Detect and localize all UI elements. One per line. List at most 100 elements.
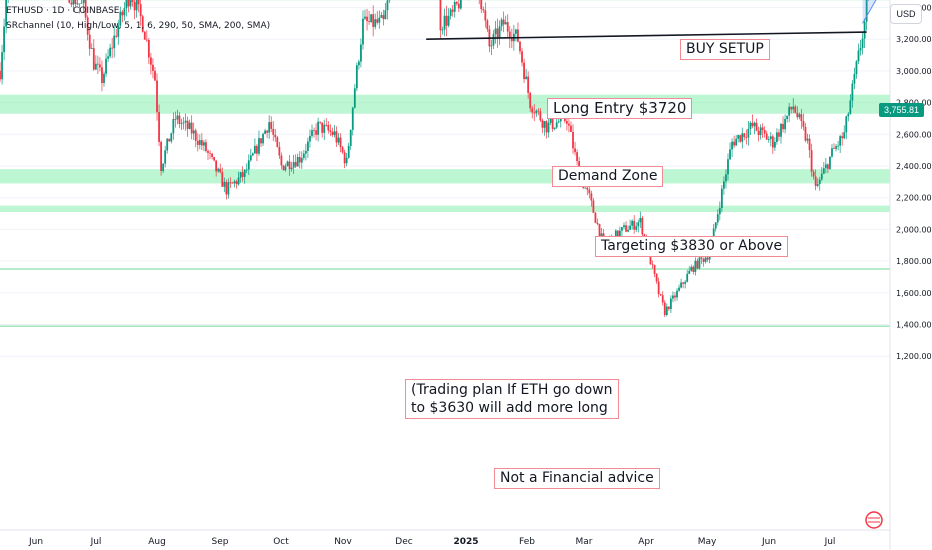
candle-body <box>168 138 171 142</box>
candle-body <box>453 2 456 12</box>
candle-body <box>374 19 377 27</box>
trend-line[interactable] <box>426 31 867 40</box>
x-tick-label: Jun <box>28 537 43 547</box>
candle-body <box>702 258 705 262</box>
candle-body <box>851 83 854 101</box>
candle-body <box>547 122 550 133</box>
candle-body <box>131 0 134 3</box>
candle-body <box>531 108 534 113</box>
candle-body <box>816 184 819 186</box>
candle-body <box>688 270 691 274</box>
candle-body <box>804 126 807 141</box>
candle-body <box>814 176 817 186</box>
candle-body <box>510 38 513 42</box>
candle-body <box>149 57 152 65</box>
candle-body <box>621 227 623 231</box>
indicator-label[interactable]: SRchannel (10, High/Low, 5, 1, 6, 290, 5… <box>6 21 271 31</box>
candle-body <box>378 17 381 23</box>
candle-body <box>270 122 273 129</box>
candle-body <box>247 160 250 170</box>
candle-body <box>794 106 797 113</box>
candle-body <box>515 29 517 34</box>
candle-body <box>778 132 780 137</box>
candle-body <box>135 0 138 11</box>
candle-body <box>484 10 487 21</box>
sr-zone <box>0 94 890 114</box>
candle-body <box>692 266 695 272</box>
candle-body <box>551 118 554 129</box>
y-tick-label: 1,400.00 <box>896 321 932 330</box>
candle-body <box>761 127 764 130</box>
candle-body <box>831 148 833 157</box>
candle-body <box>101 67 103 83</box>
candle-body <box>235 181 238 185</box>
candle-body <box>372 14 375 27</box>
sr-zone <box>0 169 890 184</box>
candle-body <box>759 127 762 136</box>
candle-body <box>260 138 262 144</box>
candle-body <box>720 188 723 209</box>
candle-body <box>300 157 303 163</box>
candle-body <box>92 48 95 70</box>
x-tick-label: Feb <box>519 537 535 547</box>
candle-body <box>262 133 264 144</box>
candle-body <box>494 28 497 35</box>
candle-body <box>788 106 791 116</box>
candle-body <box>659 294 662 296</box>
candle-body <box>184 120 187 123</box>
candle-body <box>286 161 289 167</box>
candle-body <box>447 15 450 26</box>
candle-body <box>443 15 446 30</box>
annotation-trading-plan: (Trading plan If ETH go down to $3630 wi… <box>405 379 619 419</box>
candle-body <box>339 137 342 148</box>
candle-body <box>343 152 346 164</box>
candle-body <box>747 128 750 138</box>
candle-body <box>800 114 803 121</box>
candle-body <box>347 145 350 158</box>
candle-body <box>245 169 248 171</box>
candle-body <box>682 282 685 284</box>
candle-body <box>139 4 142 17</box>
candle-body <box>284 166 287 171</box>
candle-body <box>723 181 725 189</box>
candle-body <box>323 124 326 133</box>
candle-body <box>103 73 105 83</box>
candle-body <box>506 22 509 32</box>
candle-body <box>753 122 756 127</box>
candle-body <box>439 0 442 31</box>
candle-body <box>739 135 742 142</box>
symbol-title[interactable]: ETHUSD · 1D · COINBASE <box>6 6 120 16</box>
candle-body <box>847 113 850 117</box>
candle-body <box>459 0 462 9</box>
candle-body <box>672 295 674 299</box>
candle-body <box>557 121 560 123</box>
candle-body <box>166 138 169 151</box>
candle-body <box>237 177 240 185</box>
candle-body <box>113 35 116 49</box>
candle-body <box>178 115 181 124</box>
candle-body <box>115 35 118 37</box>
price-scale[interactable] <box>890 0 932 550</box>
candle-body <box>716 214 719 223</box>
x-tick-label: Nov <box>334 537 352 547</box>
candle-body <box>203 142 205 146</box>
candle-body <box>321 122 324 133</box>
candle-body <box>317 121 320 135</box>
logo-icon <box>865 511 883 529</box>
candle-body <box>141 16 144 32</box>
x-tick-label: Dec <box>395 537 412 547</box>
candle-body <box>241 172 244 177</box>
candle-body <box>565 120 568 124</box>
candle-body <box>849 100 852 114</box>
candle-body <box>796 112 799 118</box>
candle-body <box>820 173 823 180</box>
candle-body <box>325 124 328 126</box>
candle-body <box>651 264 654 266</box>
candle-body <box>704 257 707 262</box>
currency-button[interactable]: USD <box>890 4 922 24</box>
candle-body <box>86 17 89 35</box>
candle-body <box>669 298 672 309</box>
candle-body <box>251 153 254 156</box>
